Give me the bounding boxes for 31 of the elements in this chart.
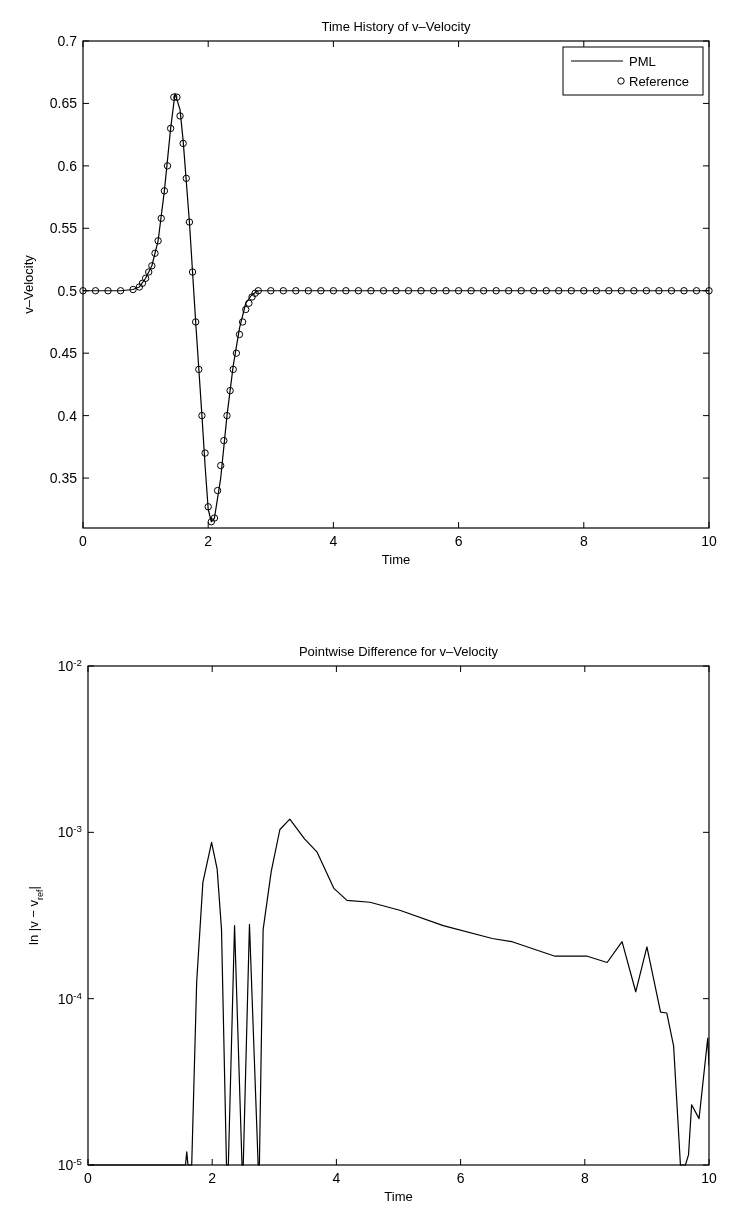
x-tick-label: 6 [456,1170,465,1186]
chart-title: Pointwise Difference for v–Velocity [298,644,499,659]
y-tick-label: 10$^{-3}$ [57,822,83,841]
y-tick-label: 0.35 [49,470,78,487]
y-tick-label: 0.55 [49,220,78,237]
legend-label: Reference [629,74,689,89]
x-tick-label: 0 [79,533,88,549]
x-tick-label: 10 [701,1170,717,1186]
y-axis-title: v–Velocity [21,254,36,314]
x-tick-label: 2 [204,533,213,549]
x-axis-title: Time [381,552,411,567]
x-tick-label: 0 [84,1170,93,1186]
x-tick-label: 4 [332,1170,341,1186]
x-tick-label: 10 [701,533,717,549]
chart-title: Time History of v–Velocity [321,19,472,34]
y-tick-label: 0.4 [57,407,78,424]
x-tick-label: 6 [454,533,463,549]
x-tick-label: 8 [579,533,588,549]
x-axis-title: Time [384,1189,413,1204]
x-tick-label: 2 [208,1170,217,1186]
y-tick-label: 0.6 [57,157,78,174]
y-tick-label: 0.45 [49,345,78,362]
y-tick-label: 0.65 [49,95,78,112]
y-tick-label: 0.7 [57,33,78,49]
y-tick-label: 10$^{-2}$ [57,656,82,674]
y-tick-label: 0.5 [57,282,78,299]
y-tick-label: 10$^{-5}$ [57,1155,83,1173]
legend-label: PML [629,54,656,69]
x-tick-label: 8 [580,1170,589,1186]
y-tick-label: 10$^{-4}$ [57,989,83,1007]
x-tick-label: 4 [329,533,338,549]
